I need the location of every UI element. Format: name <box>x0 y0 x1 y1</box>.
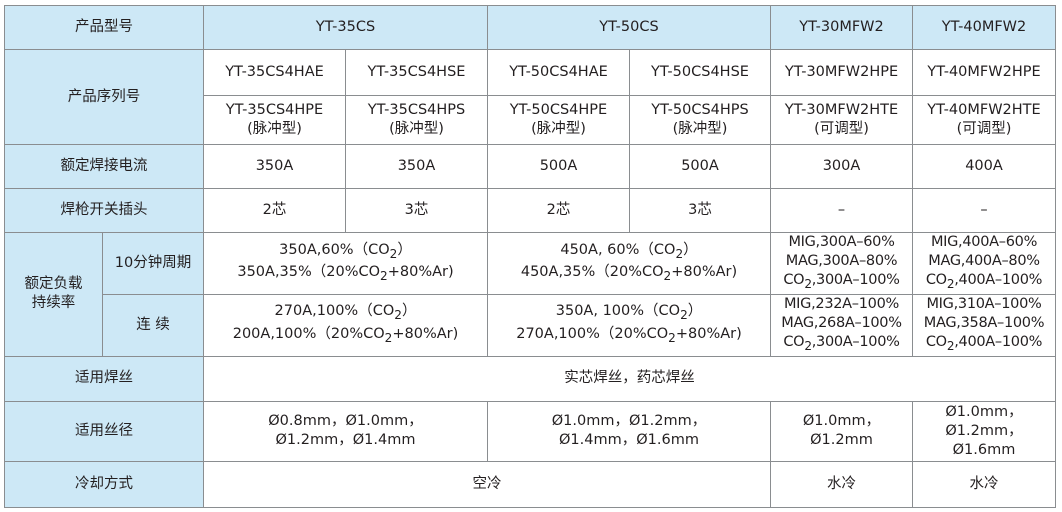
serial-row-1: 产品序列号 YT-35CS4HAE YT-35CS4HSE YT-50CS4HA… <box>4 49 1056 145</box>
continuous-yt50cs: 350A, 100%（CO2） 270A,100%（20%CO2+80%Ar) <box>487 293 771 357</box>
plug-cell: 3芯 <box>629 188 771 233</box>
continuous-yt40mfw2: MIG,310A–100% MAG,358A–100% CO2,400A–100… <box>912 293 1056 357</box>
current-cell: 350A <box>203 144 346 189</box>
serial-cell: YT-35CS4HSE <box>345 49 488 96</box>
serial-cell: YT-50CS4HAE <box>487 49 630 96</box>
model-row: 产品型号 YT-35CS YT-50CS YT-30MFW2 YT-40MFW2 <box>4 5 1056 50</box>
diameter-label: 适用丝径 <box>4 400 204 462</box>
cooling-row: 冷却方式 空冷 水冷 水冷 <box>4 460 1056 508</box>
cooling-yt40mfw2: 水冷 <box>912 460 1056 508</box>
cycle-yt50cs: 450A, 60%（CO2） 450A,35%（20%CO2+80%Ar) <box>487 232 771 295</box>
current-cell: 500A <box>629 144 771 189</box>
diameter-yt50cs: Ø1.0mm，Ø1.2mm， Ø1.4mm，Ø1.6mm <box>487 400 771 462</box>
serial-code: YT-35CS4HPS <box>367 102 466 118</box>
diameter-yt40mfw2: Ø1.0mm， Ø1.2mm， Ø1.6mm <box>912 400 1056 462</box>
diameter-yt35cs: Ø0.8mm，Ø1.0mm， Ø1.2mm，Ø1.4mm <box>203 400 488 462</box>
continuous-label: 连 续 <box>102 293 204 357</box>
duty-continuous-row: 连 续 270A,100%（CO2） 200A,100%（20%CO2+80%A… <box>5 293 1056 357</box>
serial-code: YT-30MFW2HTE <box>784 102 899 118</box>
cycle-yt35cs: 350A,60%（CO2） 350A,35%（20%CO2+80%Ar) <box>203 232 488 295</box>
cooling-yt30mfw2: 水冷 <box>770 460 913 508</box>
spec-table: 产品型号 YT-35CS YT-50CS YT-30MFW2 YT-40MFW2… <box>4 5 1056 508</box>
serial-code: YT-40MFW2HTE <box>927 102 1041 118</box>
plug-cell: – <box>912 188 1056 233</box>
wire-row: 适用焊丝 实芯焊丝，药芯焊丝 <box>4 355 1056 402</box>
serial-adjust-cell: YT-40MFW2HTE (可调型) <box>912 95 1056 145</box>
serial-type: (脉冲型) <box>247 121 302 137</box>
serial-adjust-cell: YT-30MFW2HTE (可调型) <box>770 95 913 145</box>
current-cell: 300A <box>770 144 913 189</box>
serial-pulse-cell: YT-35CS4HPS (脉冲型) <box>345 95 488 145</box>
current-cell: 500A <box>487 144 630 189</box>
plug-cell: 3芯 <box>345 188 488 233</box>
continuous-yt35cs: 270A,100%（CO2） 200A,100%（20%CO2+80%Ar) <box>203 293 488 357</box>
serial-type: (可调型) <box>814 121 869 137</box>
model-label: 产品型号 <box>4 5 204 50</box>
current-row: 额定焊接电流 350A 350A 500A 500A 300A 400A <box>4 144 1056 189</box>
continuous-yt30mfw2: MIG,232A–100% MAG,268A–100% CO2,300A–100… <box>770 293 913 357</box>
serial-code: YT-50CS4HPS <box>651 102 749 118</box>
plug-row: 焊枪开关插头 2芯 3芯 2芯 3芯 – – <box>4 188 1056 233</box>
current-label: 额定焊接电流 <box>4 144 204 189</box>
model-yt30mfw2: YT-30MFW2 <box>770 5 913 50</box>
model-yt35cs: YT-35CS <box>203 5 488 50</box>
plug-cell: 2芯 <box>203 188 346 233</box>
serial-type: (脉冲型) <box>531 121 586 137</box>
serial-label: 产品序列号 <box>4 49 204 145</box>
cycle-label: 10分钟周期 <box>102 232 204 295</box>
model-yt40mfw2: YT-40MFW2 <box>912 5 1056 50</box>
serial-code: YT-50CS4HPE <box>509 102 608 118</box>
model-yt50cs: YT-50CS <box>487 5 771 50</box>
current-cell: 350A <box>345 144 488 189</box>
duty-cycle-row: 额定负载 持续率 10分钟周期 350A,60%（CO2） 350A,35%（20… <box>4 232 1056 357</box>
serial-pulse-cell: YT-35CS4HPE (脉冲型) <box>203 95 346 145</box>
plug-cell: – <box>770 188 913 233</box>
cycle-yt30mfw2: MIG,300A–60% MAG,300A–80% CO2,300A–100% <box>770 232 913 295</box>
wire-value: 实芯焊丝，药芯焊丝 <box>203 355 1056 402</box>
cycle-yt40mfw2: MIG,400A–60% MAG,400A–80% CO2,400A–100% <box>912 232 1056 295</box>
cooling-label: 冷却方式 <box>4 460 204 508</box>
serial-pulse-cell: YT-50CS4HPE (脉冲型) <box>487 95 630 145</box>
serial-cell: YT-50CS4HSE <box>629 49 771 96</box>
serial-code: YT-35CS4HPE <box>225 102 324 118</box>
serial-cell: YT-30MFW2HPE <box>770 49 913 96</box>
serial-type: (可调型) <box>956 121 1012 137</box>
diameter-row: 适用丝径 Ø0.8mm，Ø1.0mm， Ø1.2mm，Ø1.4mm Ø1.0mm… <box>4 400 1056 462</box>
cooling-cs: 空冷 <box>203 460 771 508</box>
serial-type: (脉冲型) <box>672 121 728 137</box>
serial-pulse-cell: YT-50CS4HPS (脉冲型) <box>629 95 771 145</box>
duty-label: 额定负载 持续率 <box>4 232 103 357</box>
wire-label: 适用焊丝 <box>4 355 204 402</box>
plug-label: 焊枪开关插头 <box>4 188 204 233</box>
serial-cell: YT-40MFW2HPE <box>912 49 1056 96</box>
plug-cell: 2芯 <box>487 188 630 233</box>
diameter-yt30mfw2: Ø1.0mm， Ø1.2mm <box>770 400 913 462</box>
serial-cell: YT-35CS4HAE <box>203 49 346 96</box>
serial-row-2: YT-35CS4HPE (脉冲型) YT-35CS4HPS (脉冲型) YT-50C… <box>5 95 1056 145</box>
serial-type: (脉冲型) <box>389 121 444 137</box>
current-cell: 400A <box>912 144 1056 189</box>
